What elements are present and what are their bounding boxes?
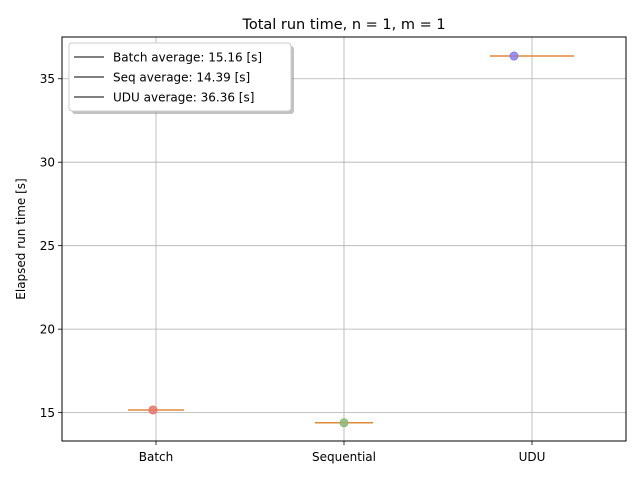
legend-entry: Batch average: 15.16 [s]: [113, 51, 262, 65]
y-tick-label: 30: [40, 156, 55, 170]
y-tick-label: 15: [40, 406, 55, 420]
x-axis-ticks: Batch Sequential UDU: [139, 441, 546, 464]
data-point-sequential: [339, 418, 349, 428]
x-tick-label: Batch: [139, 450, 174, 464]
y-axis-label: Elapsed run time [s]: [14, 178, 28, 299]
chart-marks: [128, 51, 574, 428]
y-tick-label: 25: [40, 239, 55, 253]
legend-entry: Seq average: 14.39 [s]: [113, 71, 250, 85]
legend-entry: UDU average: 36.36 [s]: [113, 91, 254, 105]
x-tick-label: UDU: [519, 450, 546, 464]
data-point-udu: [509, 51, 519, 61]
legend: Batch average: 15.16 [s] Seq average: 14.…: [68, 42, 294, 114]
y-tick-label: 20: [40, 323, 55, 337]
y-axis-ticks: 15 20 25 30 35: [40, 72, 62, 420]
y-tick-label: 35: [40, 72, 55, 86]
legend-box: [68, 42, 292, 112]
chart-title: Total run time, n = 1, m = 1: [241, 17, 445, 33]
x-tick-label: Sequential: [312, 450, 376, 464]
data-point-batch: [148, 405, 158, 415]
